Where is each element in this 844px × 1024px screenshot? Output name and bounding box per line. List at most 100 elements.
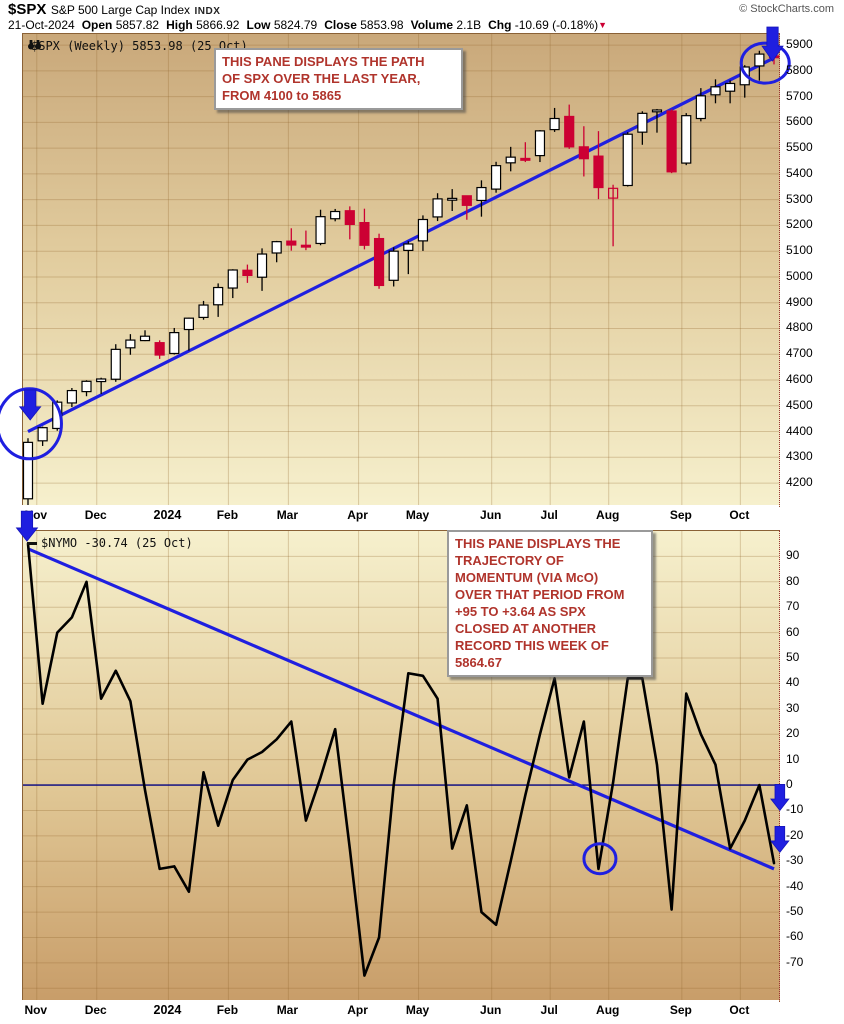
candle-body <box>564 115 575 148</box>
y-axis-tick-label: 40 <box>786 675 800 690</box>
quote-date: 21-Oct-2024 <box>8 18 75 32</box>
quote-volume-label: Volume <box>410 18 454 32</box>
y-axis-tick-label: 60 <box>786 624 800 639</box>
candle-body <box>96 378 107 383</box>
month-label: Dec <box>84 1003 107 1017</box>
y-axis-tick-label: 5300 <box>786 191 813 206</box>
candle-body <box>388 250 399 281</box>
y-axis-tick-label: 90 <box>786 548 800 563</box>
month-label: Jun <box>480 1003 502 1017</box>
month-label: Sep <box>669 508 692 522</box>
spx-price-pane: $SPX (Weekly) 5853.98 (25 Oct) THIS PANE… <box>0 26 791 508</box>
month-label: 2024 <box>153 508 182 522</box>
quote-high-value: 5866.92 <box>192 18 240 32</box>
y-axis-tick-label: 4200 <box>786 475 813 490</box>
y-axis-tick-label: 4700 <box>786 346 813 361</box>
quote-chg-value: -10.69 (-0.18%) <box>511 18 599 32</box>
candle-body <box>330 210 341 220</box>
quote-volume-value: 2.1B <box>453 18 482 32</box>
month-label: Aug <box>596 508 620 522</box>
line-legend-dash-icon <box>27 541 37 545</box>
gridlines <box>23 34 779 506</box>
spx-pane-title: $SPX (Weekly) 5853.98 (25 Oct) <box>31 39 248 53</box>
nymo-line-chart <box>15 510 790 1001</box>
y-axis-tick-label: 5900 <box>786 37 813 52</box>
candles <box>22 50 780 508</box>
candle-body <box>461 195 472 206</box>
candle-body <box>505 156 516 164</box>
y-axis-tick-label: 5000 <box>786 268 813 283</box>
month-label: Nov <box>24 1003 48 1017</box>
spx-annotation-callout: THIS PANE DISPLAYS THE PATH OF SPX OVER … <box>214 48 463 110</box>
month-label: Apr <box>347 508 368 522</box>
candle-body <box>213 286 224 306</box>
month-label: Jun <box>480 508 502 522</box>
month-label: Nov <box>24 508 48 522</box>
month-label: 2024 <box>153 1003 182 1017</box>
y-axis-tick-label: -30 <box>786 853 804 868</box>
blue-trendline <box>27 547 775 871</box>
blue-circle-annotation <box>0 387 63 461</box>
candle-body <box>139 335 151 342</box>
y-axis-tick-label: 5600 <box>786 114 813 129</box>
candle-body <box>37 427 48 442</box>
candle-body <box>256 253 268 278</box>
month-label: Aug <box>596 1003 620 1017</box>
candle-body <box>476 186 487 202</box>
candle-body <box>754 53 765 67</box>
candle-body <box>520 157 531 161</box>
y-axis-tick-label: 80 <box>786 573 800 588</box>
candle-body <box>242 269 253 277</box>
month-label: Mar <box>276 508 299 522</box>
chart-header: $SPX S&P 500 Large Cap Index INDX <box>8 1 220 19</box>
quote-close-label: Close <box>324 18 357 32</box>
nymo-annotation-callout: THIS PANE DISPLAYS THE TRAJECTORY OF MOM… <box>447 530 653 677</box>
month-label: Apr <box>347 1003 368 1017</box>
candle-body <box>344 210 355 225</box>
candle-body <box>695 95 706 120</box>
y-axis-tick-label: -10 <box>786 802 804 817</box>
candle-body <box>417 218 429 242</box>
candle-body <box>622 133 633 187</box>
y-axis-tick-label: -40 <box>786 878 804 893</box>
candle-body <box>725 82 736 92</box>
y-axis-tick-label: 30 <box>786 700 800 715</box>
quote-line: 21-Oct-2024 Open 5857.82 High 5866.92 Low 5… <box>8 18 607 32</box>
y-axis-tick-label: 4900 <box>786 294 813 309</box>
month-label: Feb <box>216 508 239 522</box>
candle-body <box>534 130 546 157</box>
y-axis-tick-label: 5500 <box>786 140 813 155</box>
quote-close-value: 5853.98 <box>356 18 404 32</box>
y-axis-tick-label: 20 <box>786 726 800 741</box>
candle-body <box>549 117 560 131</box>
candle-body <box>198 304 209 319</box>
candle-body <box>666 110 677 173</box>
blue-down-arrow <box>770 784 790 812</box>
change-down-triangle-icon: ▼ <box>598 20 608 30</box>
quote-low-label: Low <box>246 18 271 32</box>
candle-body <box>403 243 414 252</box>
quote-chg-label: Chg <box>488 18 512 32</box>
candle-body <box>637 112 648 133</box>
candle-body <box>183 317 195 331</box>
candle-body <box>710 86 721 96</box>
y-axis-tick-label: 10 <box>786 751 800 766</box>
quote-open-label: Open <box>81 18 113 32</box>
candle-body <box>651 109 663 113</box>
symbol: $SPX <box>8 1 47 18</box>
candle-body <box>169 332 180 355</box>
candle-body <box>81 380 92 393</box>
spx-pane-label: $SPX (Weekly) 5853.98 (25 Oct) <box>27 39 248 53</box>
blue-down-arrow <box>18 389 42 421</box>
stockcharts-credit: © StockCharts.com <box>739 3 834 15</box>
candle-body <box>125 339 136 349</box>
y-axis-tick-label: -20 <box>786 827 804 842</box>
y-axis-tick-label: 5800 <box>786 62 813 77</box>
y-axis-tick-label: 50 <box>786 650 800 665</box>
month-axis-middle: Nov Dec 2024 Feb Mar Apr May Jun Jul Aug Sep Oct <box>22 505 779 529</box>
y-axis-tick-label: 4800 <box>786 320 813 335</box>
blue-down-arrow <box>770 825 790 854</box>
candle-body <box>227 269 238 289</box>
candle-body <box>286 240 297 246</box>
